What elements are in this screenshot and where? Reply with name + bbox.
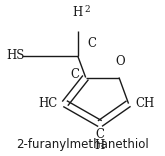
Text: 2-furanylmethanethiol: 2-furanylmethanethiol [16,138,149,151]
Text: CH: CH [135,97,154,110]
Text: C: C [70,68,79,81]
Text: C: C [96,128,104,141]
Text: O: O [116,55,125,68]
Text: HS: HS [6,49,25,63]
Text: 2: 2 [84,5,90,14]
Text: H: H [73,6,83,19]
Text: C: C [87,37,96,50]
Text: HC: HC [38,97,57,110]
Text: H: H [95,139,105,152]
